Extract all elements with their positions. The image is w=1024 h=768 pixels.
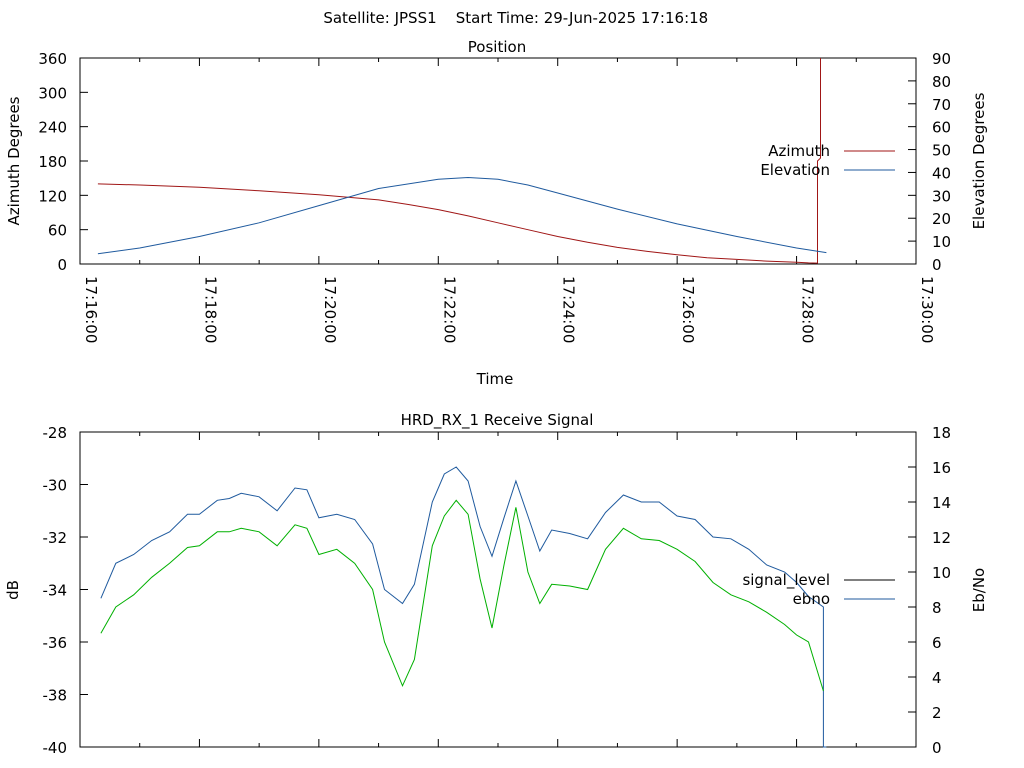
signal-ylabel: dB [4,580,22,600]
y2-tick-label: 80 [932,73,951,91]
signal-ticks: -40 -38 -36 -34 -32 -30 -28 0 2 4 6 8 10 12 14 16 18 [43,424,952,757]
y-tick-label: 60 [48,222,67,240]
y2-tick-label: 90 [932,50,951,68]
y2-tick-label: 14 [932,494,951,512]
satellite-label: Satellite: JPSS1 [323,9,436,27]
y2-tick-label: 16 [932,459,951,477]
signal-legend: signal_level ebno [742,571,895,608]
y2-tick-label: 12 [932,529,951,547]
legend-ebno-label: ebno [793,590,830,608]
y-tick-label: -32 [43,529,68,547]
y2-tick-label: 10 [932,233,951,251]
y2-tick-label: 20 [932,210,951,228]
y2-tick-label: 0 [932,256,942,274]
y-tick-label: 0 [57,256,67,274]
x-tick-label: 17:30:00 [918,276,936,343]
signal-plot-frame [79,431,917,748]
y2-tick-label: 70 [932,96,951,114]
y-tick-label: -34 [43,582,68,600]
series-line-ebno [100,466,827,748]
x-tick-label: 17:18:00 [201,276,219,343]
y-tick-label: 120 [38,187,67,205]
position-y2label: Elevation Degrees [970,92,988,229]
y2-tick-label: 2 [932,704,942,722]
y-tick-label: -38 [43,687,68,705]
position-xlabel: Time [476,370,514,388]
y-tick-label: -28 [43,424,68,442]
y2-tick-label: 0 [932,739,942,757]
legend-signal-label: signal_level [742,571,830,590]
y-tick-label: 180 [38,153,67,171]
x-tick-label: 17:16:00 [82,276,100,343]
legend-azimuth-label: Azimuth [768,142,830,160]
series-line-azimuth [97,58,821,264]
y2-tick-label: 40 [932,164,951,182]
position-ylabel: Azimuth Degrees [5,96,23,225]
y-tick-label: -36 [43,634,68,652]
x-tick-label: 17:24:00 [560,276,578,343]
position-ticks: 0 60 120 180 240 300 360 0 10 20 30 40 50 60 70 80 90 17:… [38,50,951,343]
y-tick-label: -30 [43,477,68,495]
y2-tick-label: 30 [932,187,951,205]
y2-tick-label: 4 [932,669,942,687]
y2-tick-label: 8 [932,599,942,617]
y2-tick-label: 18 [932,424,951,442]
signal-title: HRD_RX_1 Receive Signal [401,411,594,430]
y-tick-label: 300 [38,84,67,102]
series-line-trace_green [100,499,824,692]
y-tick-label: 240 [38,119,67,137]
y2-tick-label: 60 [932,119,951,137]
x-tick-label: 17:26:00 [679,276,697,343]
position-series [97,58,827,264]
position-legend: Azimuth Elevation [760,142,895,179]
x-tick-label: 17:22:00 [440,276,458,343]
start-time-label: Start Time: 29-Jun-2025 17:16:18 [456,9,708,27]
series-line-elevation [97,176,827,255]
x-tick-label: 17:20:00 [321,276,339,343]
y2-tick-label: 10 [932,564,951,582]
position-chart: Position 0 60 120 180 240 300 360 0 10 20 30 40 50 60… [5,38,988,388]
y2-tick-label: 50 [932,142,951,160]
legend-elevation-label: Elevation [760,161,830,179]
y2-tick-label: 6 [932,634,942,652]
signal-y2label: Eb/No [970,568,988,612]
y-tick-label: -40 [43,739,68,757]
signal-chart: HRD_RX_1 Receive Signal -40-38-36-34-32-… [4,411,988,757]
y-tick-label: 360 [38,50,67,68]
position-title: Position [468,38,526,56]
signal-series [100,466,827,748]
x-tick-label: 17:28:00 [799,276,817,343]
